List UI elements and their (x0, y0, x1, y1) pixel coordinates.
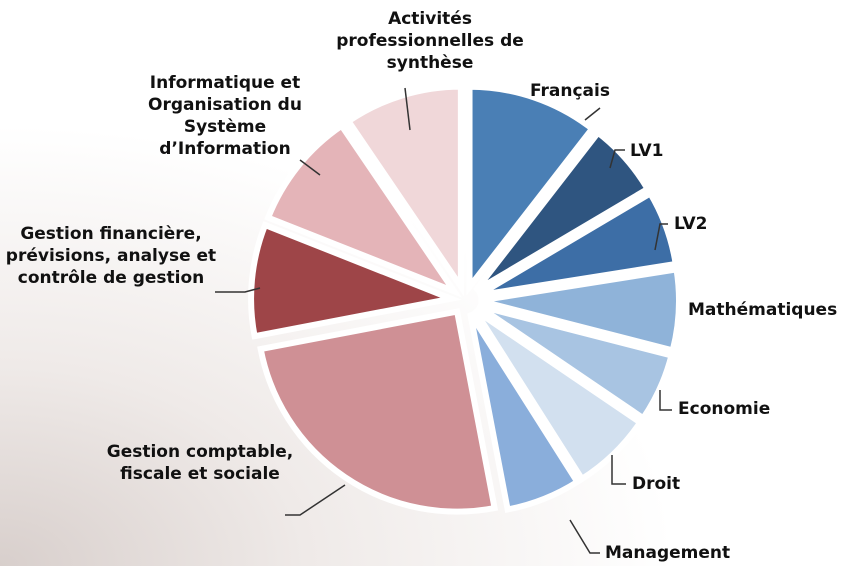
slice-label: Gestion financière, prévisions, analyse … (5, 224, 217, 288)
slice-label: Informatique et Organisation du Système … (148, 73, 302, 159)
leader-line (569, 519, 600, 554)
leader-line (215, 287, 261, 293)
slice (473, 128, 652, 294)
slice (466, 83, 597, 296)
slice (472, 307, 645, 484)
slice-label: Economie (678, 399, 771, 419)
slice-label: Gestion comptable, fiscale et sociale (106, 442, 294, 484)
slice (467, 311, 582, 513)
slice-label: Mathématiques (688, 300, 838, 320)
slice (344, 83, 464, 297)
leader-line (584, 107, 601, 121)
slice (476, 302, 676, 423)
slice-label: LV1 (630, 141, 664, 161)
leader-line (654, 223, 668, 251)
slice (478, 265, 682, 355)
slice (264, 121, 463, 298)
slice (476, 189, 680, 299)
slice-label: Management (605, 543, 731, 563)
leader-line (609, 149, 625, 169)
leader-line (611, 455, 626, 485)
leader-line (285, 484, 346, 516)
leader-line (659, 390, 672, 411)
slice (248, 221, 462, 340)
slice-label: Droit (632, 474, 681, 494)
slices (248, 83, 682, 515)
slice-label: Français (530, 81, 610, 101)
leader-line (299, 159, 321, 176)
slice-label: LV2 (674, 214, 708, 234)
slice-label: Activités professionnelles de synthèse (336, 9, 524, 73)
leader-line (404, 87, 411, 131)
slice (257, 308, 499, 515)
